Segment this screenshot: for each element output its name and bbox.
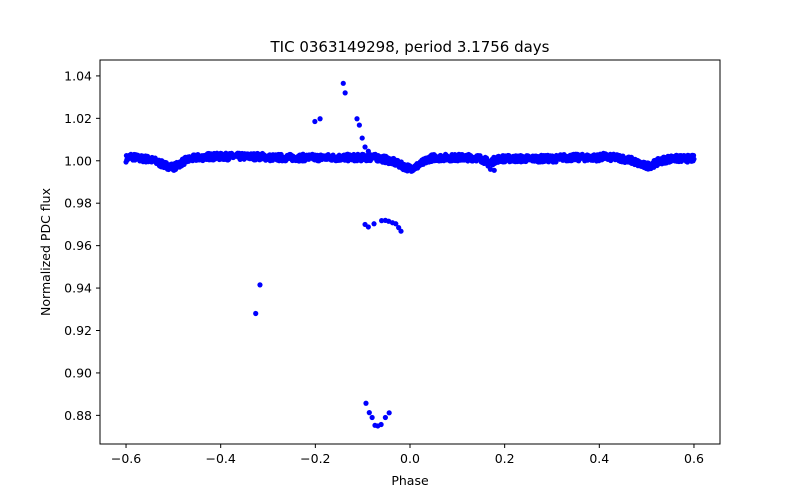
- outlier-point: [379, 218, 385, 224]
- y-tick-label: 0.94: [64, 281, 92, 296]
- x-tick-label: 0.6: [684, 451, 704, 466]
- outlier-point: [398, 228, 404, 234]
- y-axis-label: Normalized PDC flux: [38, 188, 53, 316]
- y-tick-label: 1.02: [64, 111, 92, 126]
- x-tick-label: 0.0: [400, 451, 420, 466]
- outlier-point: [378, 421, 384, 428]
- y-tick-label: 0.90: [64, 365, 92, 380]
- outlier-point: [368, 152, 374, 158]
- outlier-point: [371, 221, 377, 227]
- x-tick-label: 0.4: [589, 451, 609, 466]
- x-tick-label: 0.2: [495, 451, 515, 466]
- x-tick-label: −0.4: [206, 451, 236, 466]
- outlier-point: [386, 410, 392, 416]
- outlier-point: [363, 400, 369, 406]
- y-tick-label: 0.92: [64, 323, 92, 338]
- x-tick-label: −0.2: [300, 451, 330, 466]
- x-tick-label: −0.6: [111, 451, 141, 466]
- outlier-point: [362, 144, 368, 150]
- outlier-point: [342, 90, 348, 96]
- outlier-point: [312, 118, 318, 125]
- data-points: [123, 80, 697, 429]
- outlier-point: [365, 224, 371, 230]
- chart-title: TIC 0363149298, period 3.1756 days: [269, 38, 549, 56]
- outlier-point: [317, 116, 323, 122]
- outlier-point: [253, 310, 259, 317]
- x-axis-label: Phase: [391, 473, 429, 488]
- outlier-point: [340, 80, 346, 86]
- outlier-point: [393, 221, 399, 227]
- outlier-point: [369, 414, 375, 421]
- x-axis: −0.6 −0.4 −0.2 0.0 0.2 0.4 0.6: [111, 444, 704, 466]
- y-tick-label: 0.96: [64, 238, 92, 253]
- outlier-point: [354, 116, 360, 122]
- outlier-point: [491, 167, 497, 173]
- baseline-point: [452, 152, 458, 158]
- y-tick-label: 1.00: [64, 153, 92, 168]
- outlier-point: [356, 122, 362, 128]
- outlier-point: [359, 135, 365, 141]
- outlier-point: [257, 282, 263, 288]
- y-tick-label: 1.04: [64, 68, 92, 83]
- outlier-point: [382, 414, 388, 421]
- y-tick-label: 0.98: [64, 196, 92, 211]
- y-tick-label: 0.88: [64, 408, 92, 423]
- y-axis: 0.88 0.90 0.92 0.94 0.96 0.98 1.00 1.02 1.04: [64, 68, 100, 423]
- baseline-point: [691, 156, 697, 162]
- outlier-point: [366, 410, 372, 416]
- plot-area: [99, 59, 721, 445]
